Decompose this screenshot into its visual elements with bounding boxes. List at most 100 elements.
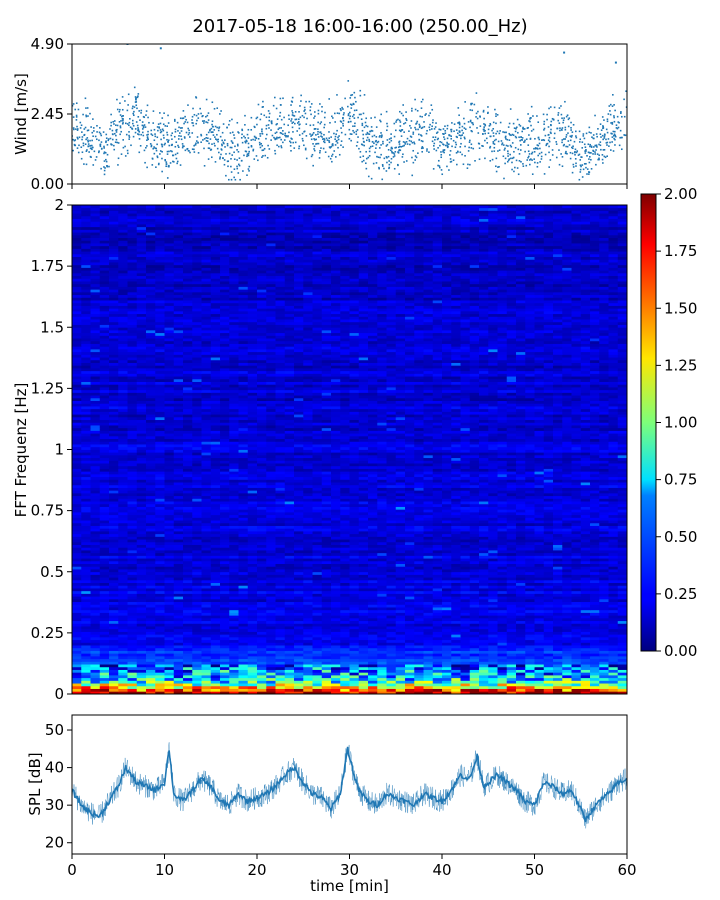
wind-point: [486, 142, 489, 144]
wind-point: [391, 147, 394, 150]
spectrogram-cell: [90, 691, 101, 694]
wind-point: [306, 117, 308, 120]
spectrogram-cell: [553, 631, 563, 635]
spectrogram-cell: [423, 688, 434, 692]
spectrogram-cell: [571, 620, 582, 624]
spectrogram-cell: [192, 577, 203, 581]
wind-point: [579, 138, 582, 141]
wind-point: [336, 94, 338, 96]
spectrogram-cell: [99, 609, 110, 613]
wind-point: [518, 136, 520, 139]
spectrogram-cell: [312, 560, 323, 564]
wind-point: [477, 132, 480, 134]
spectrogram-cell: [608, 609, 619, 613]
spectrogram-cell: [562, 672, 573, 676]
wind-point: [348, 111, 351, 114]
wind-point: [353, 113, 355, 116]
wind-point: [595, 145, 598, 147]
wind-point: [114, 141, 117, 144]
spectrogram-cell: [257, 560, 267, 564]
spectrogram-cell: [395, 685, 406, 689]
spectrogram-cell: [201, 645, 212, 649]
wind-point: [280, 132, 283, 135]
spectrogram-cell: [516, 569, 526, 573]
wind-point: [138, 133, 140, 136]
spectrogram-cell: [469, 596, 480, 600]
wind-point: [550, 120, 553, 123]
spectrogram-cell: [127, 620, 138, 624]
spectrogram-cell: [386, 582, 397, 586]
spectrogram-cell: [442, 683, 452, 687]
spectrogram-cell: [340, 631, 351, 635]
wind-point: [285, 135, 287, 137]
spectrogram-cell: [136, 666, 147, 670]
wind-point: [517, 173, 520, 176]
spectrogram-cell: [488, 658, 499, 662]
wind-point: [458, 114, 460, 117]
spectrogram-cell: [358, 563, 369, 567]
wind-point: [222, 123, 225, 125]
spectrogram-cell: [469, 593, 480, 597]
spectrogram-cell: [460, 683, 471, 687]
spectrogram-cell: [192, 588, 203, 592]
spectrogram-cell: [331, 647, 341, 651]
spectrogram-cell: [525, 653, 536, 657]
wind-point: [171, 138, 173, 140]
wind-point: [487, 128, 490, 131]
spectrogram-cell: [247, 609, 258, 613]
wind-point: [613, 133, 616, 136]
wind-point: [433, 128, 436, 130]
wind-point: [578, 153, 581, 156]
wind-point: [411, 141, 414, 144]
wind-point: [145, 110, 148, 112]
spectrogram-cell: [377, 636, 388, 641]
wind-point: [491, 150, 493, 153]
spectrogram-cell: [599, 558, 610, 562]
wind-point: [606, 155, 608, 157]
spectrogram-cell: [590, 691, 600, 694]
wind-point: [87, 143, 90, 145]
spectrogram-cell: [451, 612, 462, 616]
wind-point: [200, 141, 202, 143]
spectrogram-cell: [294, 628, 304, 632]
spectrogram-cell: [553, 590, 563, 594]
wind-point: [569, 139, 572, 142]
spectrogram-cell: [294, 623, 304, 627]
spectrogram-cell: [136, 642, 147, 646]
spectrogram-cell: [405, 574, 415, 578]
spectrogram-cell: [210, 626, 221, 630]
spectrogram-cell: [275, 593, 286, 597]
wind-point: [94, 135, 97, 138]
spectrogram-cell: [432, 669, 443, 673]
spectrogram-cell: [599, 607, 610, 611]
spectrogram-cell: [220, 655, 230, 660]
spectrogram-cell: [331, 642, 341, 646]
wind-point: [350, 94, 352, 97]
spectrogram-cell: [275, 604, 286, 608]
spectrogram-cell: [432, 620, 443, 624]
wind-point: [511, 133, 514, 136]
spectrogram-cell: [201, 585, 212, 589]
spectrogram-cell: [460, 653, 471, 657]
wind-point: [458, 131, 461, 133]
spectrogram-cell: [525, 593, 536, 597]
spectrogram-cell: [617, 566, 627, 570]
wind-point: [332, 117, 334, 119]
spectrogram-cell: [340, 612, 351, 616]
spectrogram-cell: [516, 623, 526, 627]
spectrogram-cell: [599, 655, 610, 660]
spectrogram-cell: [210, 655, 221, 660]
spectrogram-cell: [590, 628, 600, 632]
wind-point: [344, 133, 347, 136]
wind-point: [291, 126, 294, 129]
spectrogram-cell: [303, 647, 314, 651]
wind-point: [153, 139, 156, 142]
spectrogram-cell: [312, 601, 323, 605]
wind-point: [595, 149, 597, 151]
spectrogram-cell: [81, 664, 92, 668]
spectrogram-cell: [506, 588, 517, 592]
spectrogram-cell: [349, 585, 360, 589]
spectrogram-cell: [395, 574, 406, 578]
spectrogram-cell: [81, 555, 92, 559]
spectrogram-cell: [506, 691, 517, 694]
